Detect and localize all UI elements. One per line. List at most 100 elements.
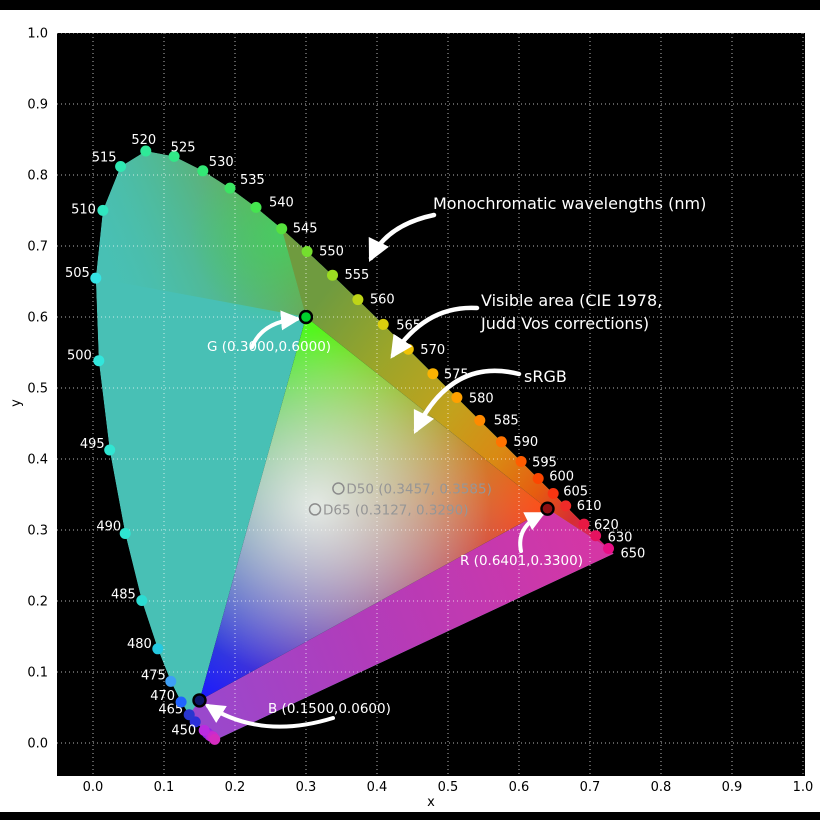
y-tick-0.7: 0.7 [27,240,48,255]
locus-label-480: 480 [127,637,152,652]
white-point-D50 [332,482,345,495]
y-tick-0.3: 0.3 [27,524,48,539]
annotation-text-mono: Monochromatic wavelengths (nm) [433,194,706,213]
locus-point-495 [104,444,116,456]
axis-labels: 0.0 0.1 0.2 0.3 0.4 0.5 0.6 0.7 0.8 0.9 1.0 0.0 0.1 0… [9,27,813,811]
locus-label-605: 605 [563,485,588,500]
annotation-arrow-visible [390,305,480,359]
locus-point-540 [250,201,262,213]
primary-arrow-G [250,310,301,349]
y-tick-0.4: 0.4 [27,453,48,468]
locus-point-465 [183,709,195,721]
locus-label-540: 540 [269,195,294,210]
y-tick-0.0: 0.0 [27,737,48,752]
primary-label-G: G (0.3000,0.6000) [207,339,331,355]
locus-label-465: 465 [158,703,183,718]
primary-point-G [298,309,314,325]
y-tick-0.5: 0.5 [27,382,48,397]
x-axis-label: x [427,795,435,810]
white-point-label-D50: D50 (0.3457, 0.3585) [346,482,491,498]
x-tick-0.0: 0.0 [83,780,104,795]
locus-point-420 [209,733,221,745]
y-tick-0.9: 0.9 [27,98,48,113]
y-tick-0.6: 0.6 [27,311,48,326]
locus-point-565 [377,318,389,330]
locus-point-480 [152,643,164,655]
y-axis-label: y [9,399,24,407]
y-tick-0.1: 0.1 [27,666,48,681]
locus-label-490: 490 [96,520,121,535]
x-tick-0.9: 0.9 [722,780,743,795]
locus-point-560 [352,294,364,306]
locus-label-585: 585 [494,413,519,428]
x-tick-1.0: 1.0 [793,780,814,795]
locus-point-485 [136,595,148,606]
locus-label-495: 495 [80,437,105,452]
locus-point-450 [198,724,210,736]
locus-point-650 [603,543,614,554]
locus-point-530 [197,165,209,177]
locus-point-555 [327,269,338,281]
locus-point-610 [560,500,572,512]
x-tick-0.8: 0.8 [651,780,672,795]
locus-label-515: 515 [92,151,117,166]
x-tick-0.3: 0.3 [296,780,317,795]
srgb-gamut-triangle [199,317,548,701]
locus-point-590 [495,436,507,448]
locus-point-515 [115,161,127,172]
x-tick-0.4: 0.4 [367,780,388,795]
locus-label-545: 545 [293,222,318,237]
primary-label-R: R (0.6401,0.3300) [460,553,583,569]
locus-point-490 [119,528,131,539]
locus-label-570: 570 [420,343,445,358]
locus-label-525: 525 [171,140,196,155]
locus-point-605 [547,488,559,499]
locus-point-550 [301,246,313,257]
locus-label-475: 475 [141,668,166,683]
locus-label-595: 595 [532,456,557,471]
locus-point-575 [427,368,439,380]
locus-label-620: 620 [594,518,619,533]
gridlines [57,32,805,776]
locus-label-580: 580 [469,392,494,407]
annotation-arrow-mono [368,212,437,263]
locus-point-510 [97,204,109,216]
locus-label-485: 485 [111,588,136,603]
annotation-text-srgb: sRGB [524,367,567,386]
primary-label-B: B (0.1500,0.0600) [268,701,391,717]
locus-point-600 [532,473,544,484]
locus-point-475 [165,675,177,687]
annotation-arrow-srgb [413,368,522,435]
srgb-primaries: R (0.6401,0.3300) G (0.3000,0.6000) B (0.1… [192,309,583,729]
locus-point-525 [168,150,180,162]
locus-label-610: 610 [577,499,602,514]
x-tick-0.2: 0.2 [225,780,246,795]
locus-label-530: 530 [209,155,234,170]
primary-arrow-R [518,512,546,553]
locus-label-450: 450 [171,723,196,738]
bottom-black-bar [0,812,820,820]
annotation-text-visible: Visible area (CIE 1978, [481,291,662,310]
locus-label-535: 535 [240,173,265,188]
x-tick-0.1: 0.1 [154,780,175,795]
locus-label-510: 510 [71,202,96,217]
locus-point-630 [590,530,602,542]
primary-point-B [192,693,207,708]
locus-point-580 [451,392,463,403]
locus-point-505 [90,272,102,284]
locus-label-630: 630 [608,531,633,546]
primary-arrow-B [204,703,335,729]
locus-label-470: 470 [150,689,175,704]
y-tick-1.0: 1.0 [27,27,48,42]
x-tick-0.7: 0.7 [580,780,601,795]
locus-label-555: 555 [345,268,370,283]
y-tick-0.8: 0.8 [27,169,48,184]
locus-label-600: 600 [549,470,574,485]
x-tick-0.5: 0.5 [438,780,459,795]
locus-point-545 [276,223,288,235]
annotations: Monochromatic wavelengths (nm) Visible ar… [368,194,706,435]
locus-point-470 [175,696,187,708]
locus-point-585 [474,414,486,426]
